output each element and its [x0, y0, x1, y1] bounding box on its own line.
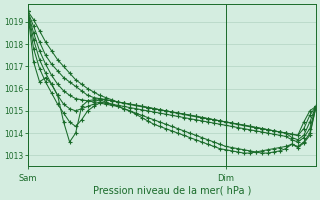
X-axis label: Pression niveau de la mer( hPa ): Pression niveau de la mer( hPa ) [92, 186, 251, 196]
